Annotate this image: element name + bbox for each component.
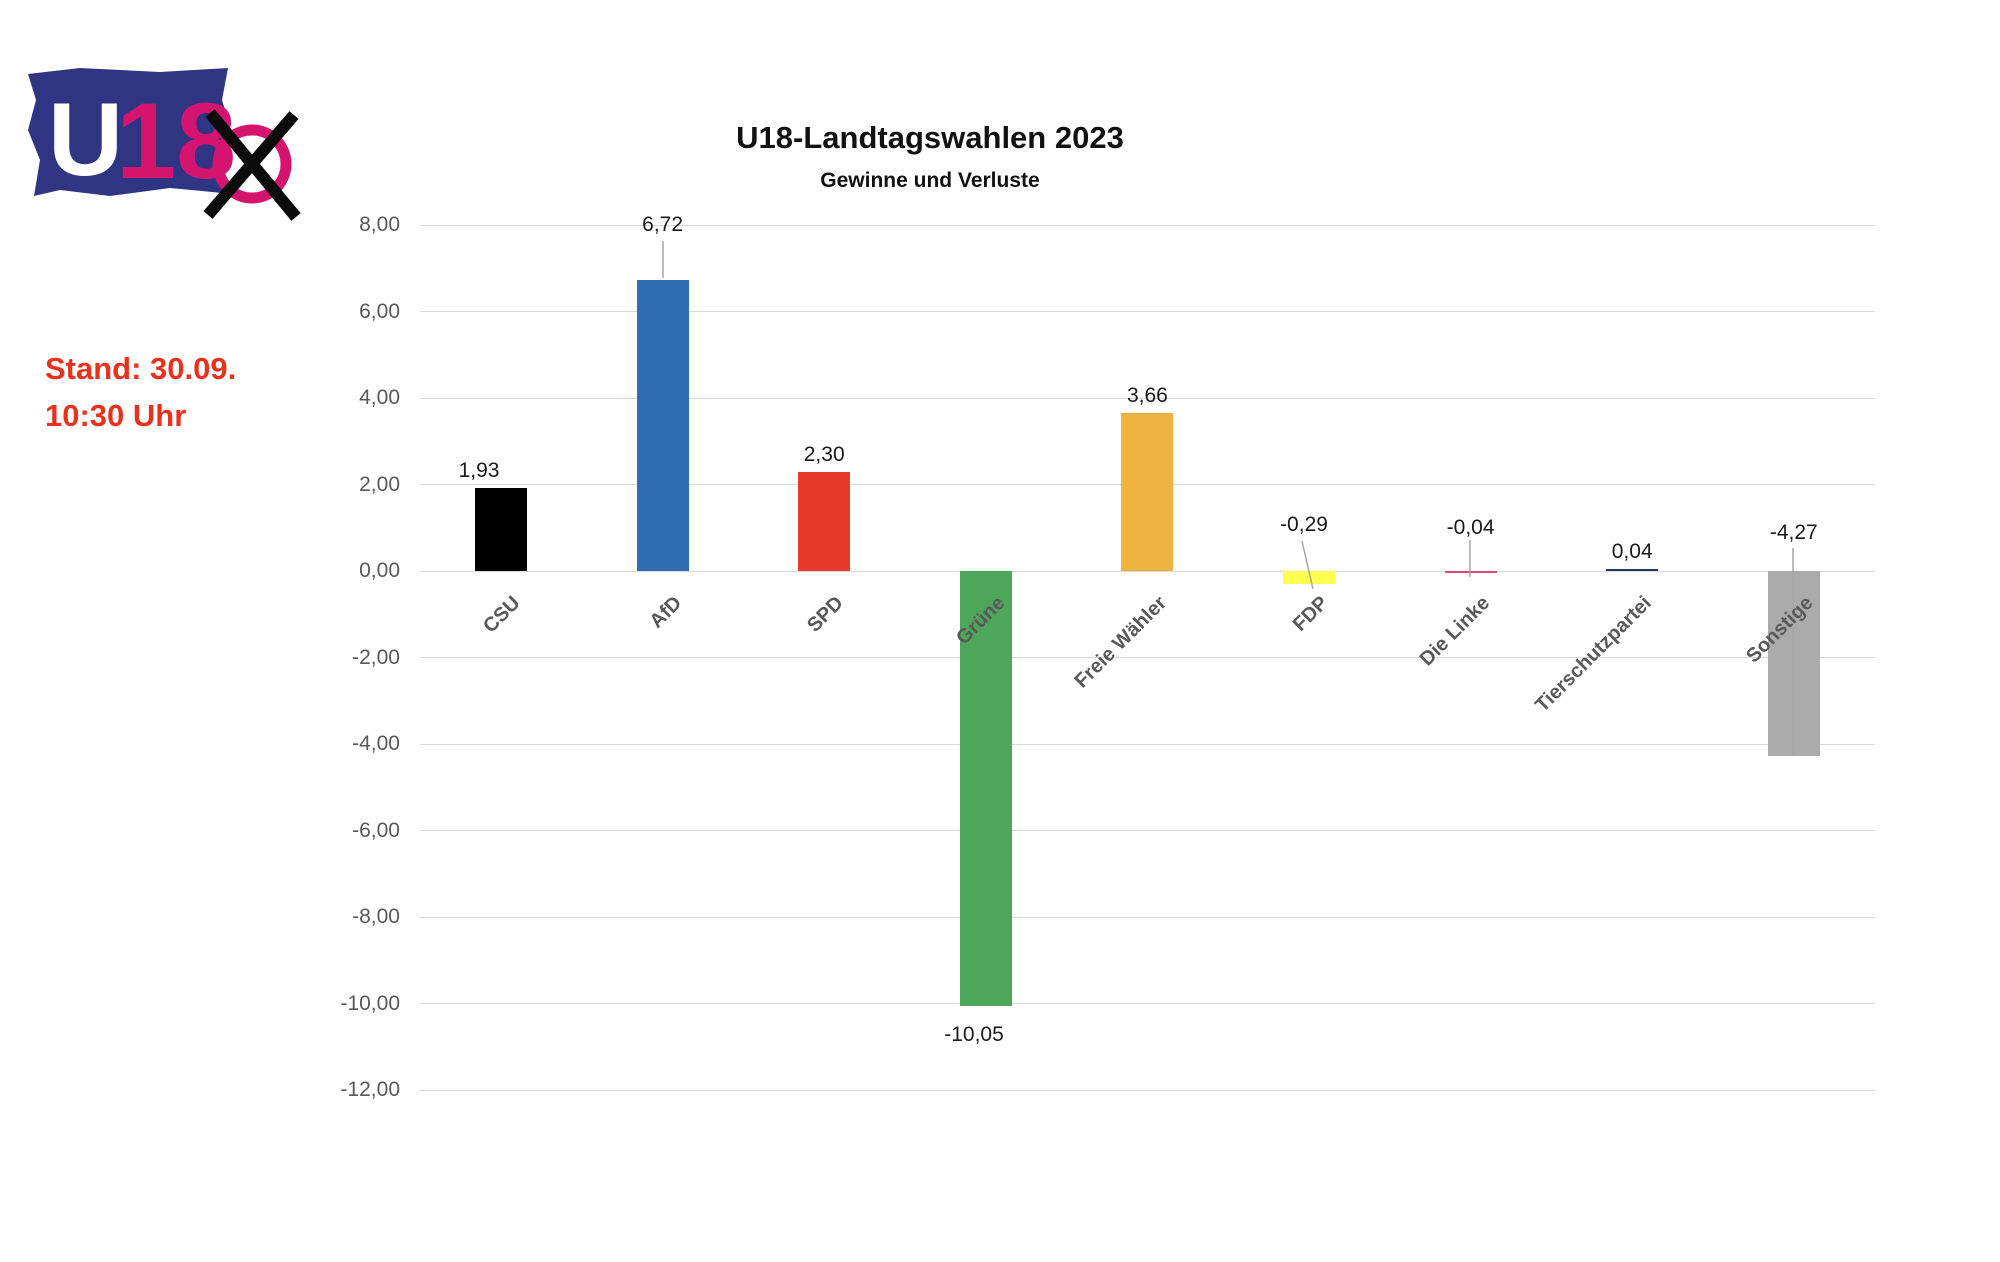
y-axis-tick-label: 8,00 xyxy=(359,213,400,236)
value-label: 2,30 xyxy=(803,442,845,466)
value-label: 3,66 xyxy=(1126,383,1168,407)
y-axis-tick-label: -8,00 xyxy=(352,905,400,928)
y-axis-tick-label: 6,00 xyxy=(359,299,400,323)
gridline xyxy=(420,311,1875,312)
gridline xyxy=(420,657,1875,658)
y-axis-tick-label: -2,00 xyxy=(352,645,400,669)
y-axis-tick-label: -10,00 xyxy=(340,991,400,1015)
logo-ballot-circle-icon xyxy=(212,124,292,204)
gridline xyxy=(420,1089,1875,1091)
y-axis-tick-label: 2,00 xyxy=(359,472,400,496)
logo-u-text: U xyxy=(48,82,123,198)
gridline xyxy=(420,570,1875,572)
y-axis-tick-label: -6,00 xyxy=(352,818,400,842)
gridline xyxy=(420,224,1875,226)
value-label: 1,93 xyxy=(458,458,500,482)
value-label: -0,04 xyxy=(1446,516,1495,539)
value-label: -10,05 xyxy=(944,1022,1004,1046)
bar-tierschutzpartei xyxy=(1606,569,1659,571)
bar-afd xyxy=(636,280,689,571)
u18-logo: U 18 xyxy=(28,68,301,221)
bar-fdp xyxy=(1283,571,1335,584)
leader-line xyxy=(1301,540,1314,590)
y-axis-tick-label: 0,00 xyxy=(359,559,400,582)
bar-gr-ne xyxy=(959,571,1012,1006)
chart-subtitle: Gewinne und Verluste xyxy=(820,169,1040,192)
logo-background xyxy=(28,68,233,196)
bar-sonstige xyxy=(1767,571,1820,756)
value-label: 6,72 xyxy=(642,213,684,236)
bar-spd xyxy=(798,471,851,571)
status-note-line2: 10:30 Uhr xyxy=(45,398,187,433)
logo-18-text: 18 xyxy=(116,80,236,201)
value-label: -0,29 xyxy=(1280,513,1328,536)
gridline xyxy=(420,397,1875,399)
gridline xyxy=(420,916,1875,918)
chart-title: U18-Landtagswahlen 2023 xyxy=(736,120,1124,155)
gridline xyxy=(420,830,1875,831)
bar-csu xyxy=(475,487,527,571)
y-axis-tick-label: 4,00 xyxy=(359,386,400,409)
gridline xyxy=(420,743,1875,745)
y-axis-tick-label: -12,00 xyxy=(340,1078,400,1101)
y-axis-tick-label: -4,00 xyxy=(352,732,400,755)
logo-cross-icon xyxy=(203,111,299,219)
value-label: -4,27 xyxy=(1769,521,1818,544)
status-note-line1: Stand: 30.09. xyxy=(45,351,237,386)
bar-freie-w-hler xyxy=(1121,412,1174,571)
status-note: Stand: 30.09. 10:30 Uhr xyxy=(45,345,236,439)
value-label: 0,04 xyxy=(1611,540,1653,564)
gridline xyxy=(420,1003,1875,1004)
